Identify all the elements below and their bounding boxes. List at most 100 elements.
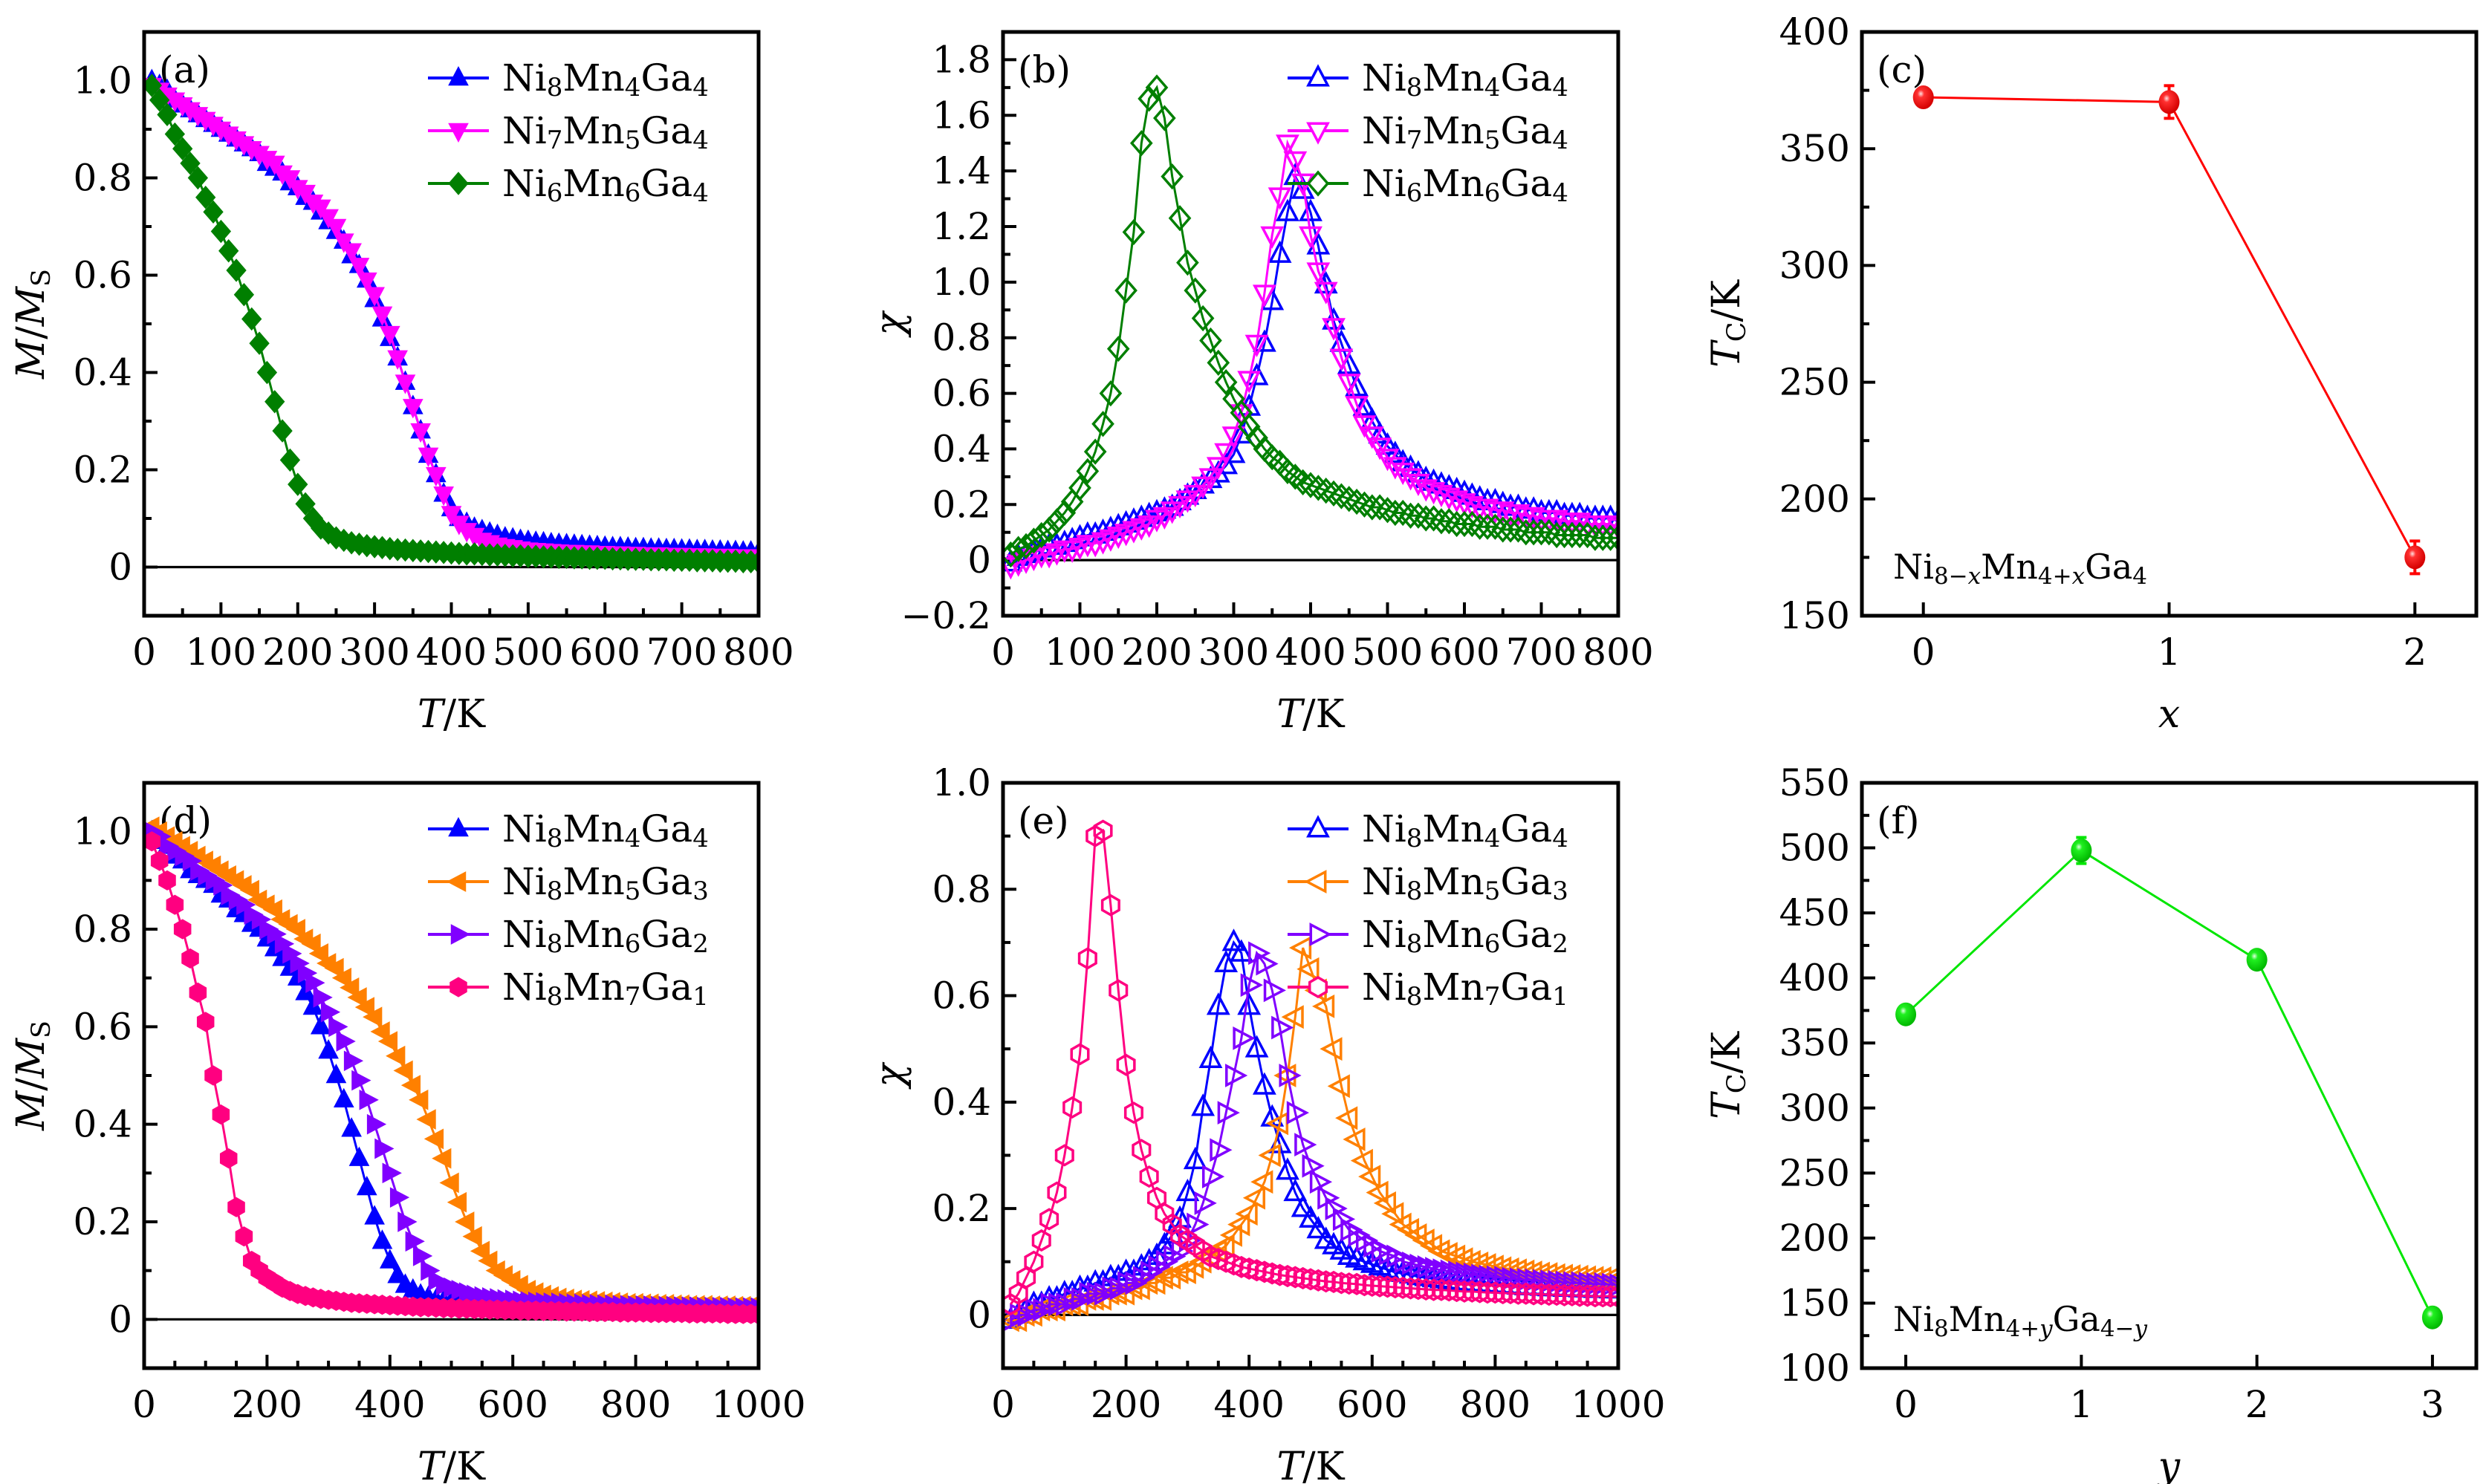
y-tick-label: −0.2	[901, 594, 991, 637]
subscript-text: 4	[625, 73, 641, 102]
data-point	[1109, 979, 1129, 1002]
data-point	[356, 1176, 377, 1196]
data-point	[227, 1197, 245, 1217]
y-tick-label: 0.4	[932, 1081, 991, 1124]
data-point	[1545, 510, 1569, 533]
subscript-text: 7	[1406, 126, 1423, 155]
data-point	[363, 1006, 383, 1028]
subscript-text: 7	[1484, 982, 1501, 1012]
data-point	[1311, 994, 1335, 1018]
x-tick-label: 100	[1045, 631, 1115, 674]
data-point	[1545, 521, 1568, 549]
y-tick-label: 450	[1779, 891, 1850, 934]
data-point	[1453, 493, 1476, 516]
label-text: /K	[444, 1445, 487, 1484]
subscript-text: 5	[1484, 126, 1501, 155]
legend-item: Ni8Mn4Ga4	[428, 807, 709, 853]
subscript-text: 8	[1934, 1315, 1949, 1342]
label-text: /K	[1302, 692, 1346, 737]
data-point	[1207, 349, 1230, 377]
legend-item: Ni7Mn5Ga4	[1288, 109, 1568, 155]
label-text: /	[9, 1078, 53, 1091]
label-text: Ni	[1893, 547, 1934, 587]
data-point	[1237, 371, 1262, 394]
subscript-text: 4	[1552, 824, 1568, 853]
data-point	[1360, 426, 1384, 449]
subscript-text: 8	[1406, 876, 1423, 906]
label-text: Ni	[1362, 807, 1406, 850]
data-point	[1076, 458, 1100, 484]
data-point	[195, 185, 216, 209]
x-tick-label: 800	[600, 1383, 671, 1426]
x-tick-label: 800	[723, 631, 793, 674]
data-point	[328, 1016, 348, 1038]
data-point	[364, 287, 385, 307]
data-point	[1288, 936, 1312, 960]
data-point	[305, 972, 325, 994]
data-point	[1291, 469, 1314, 495]
y-tick-label: 400	[1779, 957, 1850, 1000]
label-text: T	[1276, 692, 1305, 737]
data-point	[478, 1250, 498, 1272]
y-tick-label: 300	[1779, 1087, 1850, 1130]
subscript-text: 8	[547, 876, 563, 906]
data-point	[1194, 1191, 1217, 1215]
data-point	[1537, 519, 1561, 546]
label-text: Mn	[562, 966, 624, 1009]
data-point	[1191, 476, 1216, 499]
data-point	[416, 1109, 436, 1130]
data-point	[1263, 978, 1286, 1003]
plot-area	[1003, 819, 1618, 1332]
label-text: Mn	[562, 913, 624, 956]
x-tick-label: 0	[1912, 631, 1935, 674]
data-point	[1262, 1262, 1282, 1285]
data-point	[325, 1063, 347, 1084]
y-tick-label: 1.0	[932, 761, 991, 804]
label-text: Ga	[640, 966, 692, 1009]
data-point	[1106, 336, 1130, 362]
data-point	[333, 233, 354, 253]
label-text: Ga	[1500, 56, 1552, 100]
axes-frame	[142, 30, 761, 618]
data-point	[1429, 484, 1453, 508]
x-tick-label: 1000	[1571, 1383, 1665, 1426]
x-tick-label: 800	[1460, 1383, 1531, 1426]
series-line	[151, 85, 759, 564]
subscript-text: 8	[547, 929, 563, 959]
data-point	[1214, 368, 1238, 396]
label-text: Ga	[640, 162, 692, 205]
data-point	[1235, 1202, 1258, 1226]
data-point	[1317, 1185, 1340, 1210]
x-tick-label: 1	[2158, 631, 2181, 674]
data-point	[219, 1148, 238, 1169]
y-tick-label: 350	[1779, 127, 1850, 170]
data-point	[2404, 545, 2426, 570]
data-point	[310, 1015, 331, 1035]
label-text: /	[9, 326, 53, 339]
data-point	[1031, 1229, 1051, 1252]
data-point	[1437, 487, 1461, 510]
data-point	[1252, 329, 1276, 352]
data-point	[340, 977, 360, 998]
series-TC	[1912, 84, 2426, 576]
data-point	[2071, 839, 2092, 863]
data-point	[1221, 440, 1246, 463]
data-point	[1070, 1043, 1090, 1066]
subscript-text: 4	[1552, 73, 1568, 102]
data-point	[279, 170, 301, 190]
y-axis-label: M/MS	[9, 1021, 56, 1131]
subscript-text: 6	[547, 178, 563, 208]
legend-item: Ni8Mn5Ga3	[428, 860, 709, 906]
series-TC	[1895, 836, 2443, 1330]
subscript-text: 8−	[1934, 563, 1968, 590]
subscript-text: 4	[1552, 126, 1568, 155]
data-point	[1332, 1207, 1356, 1231]
data-point	[1417, 1254, 1440, 1279]
data-point	[173, 919, 192, 940]
data-point	[325, 218, 347, 239]
data-point	[1276, 1157, 1299, 1180]
legend-label: Ni6Mn6Ga4	[502, 162, 709, 208]
x-tick-label: 400	[1213, 1383, 1284, 1426]
data-point	[144, 831, 161, 852]
